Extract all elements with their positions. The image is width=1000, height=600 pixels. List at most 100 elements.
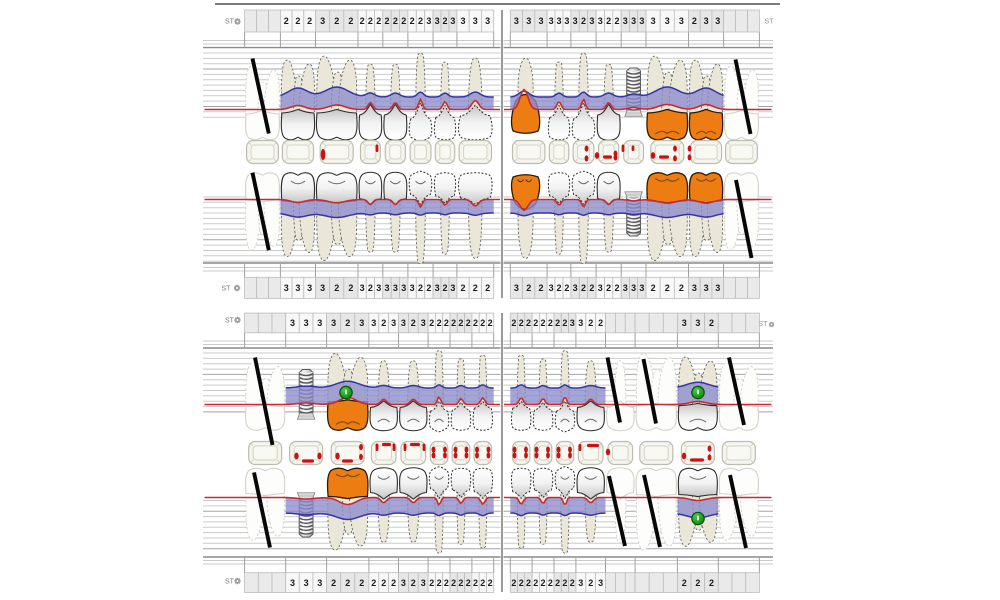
svg-text:3: 3 (639, 283, 644, 293)
svg-text:2: 2 (488, 578, 493, 588)
svg-text:3: 3 (514, 16, 519, 26)
svg-text:2: 2 (411, 578, 416, 588)
svg-text:2: 2 (533, 578, 538, 588)
svg-text:2: 2 (391, 578, 396, 588)
svg-text:3: 3 (485, 16, 490, 26)
svg-text:3: 3 (639, 16, 644, 26)
svg-text:3: 3 (573, 283, 578, 293)
svg-text:2: 2 (598, 318, 603, 328)
svg-text:3: 3 (435, 283, 440, 293)
svg-text:2: 2 (418, 16, 423, 26)
svg-text:3: 3 (421, 318, 426, 328)
svg-text:2: 2 (581, 16, 586, 26)
svg-text:2: 2 (418, 283, 423, 293)
svg-text:3: 3 (578, 578, 583, 588)
svg-text:2: 2 (410, 16, 415, 26)
svg-text:2: 2 (348, 283, 353, 293)
svg-text:2: 2 (401, 16, 406, 26)
svg-text:2: 2 (485, 283, 490, 293)
svg-text:3: 3 (570, 318, 575, 328)
svg-text:2: 2 (473, 318, 478, 328)
svg-text:3: 3 (435, 16, 440, 26)
svg-text:2: 2 (665, 283, 670, 293)
svg-text:2: 2 (451, 578, 456, 588)
svg-text:3: 3 (623, 283, 628, 293)
svg-text:3: 3 (295, 283, 300, 293)
svg-text:2: 2 (526, 578, 531, 588)
svg-text:2: 2 (307, 16, 312, 26)
svg-text:ST: ST (225, 19, 235, 26)
svg-text:2: 2 (284, 16, 289, 26)
svg-text:3: 3 (598, 283, 603, 293)
svg-text:2: 2 (381, 578, 386, 588)
svg-text:3: 3 (393, 283, 398, 293)
svg-text:3: 3 (359, 318, 364, 328)
svg-text:3: 3 (704, 16, 709, 26)
svg-text:2: 2 (444, 578, 449, 588)
svg-text:2: 2 (526, 283, 531, 293)
svg-text:2: 2 (442, 16, 447, 26)
svg-text:2: 2 (473, 578, 478, 588)
svg-text:2: 2 (562, 318, 567, 328)
svg-text:3: 3 (401, 318, 406, 328)
svg-text:3: 3 (651, 16, 656, 26)
svg-text:3: 3 (331, 318, 336, 328)
svg-text:2: 2 (519, 578, 524, 588)
svg-text:3: 3 (304, 318, 309, 328)
svg-text:3: 3 (384, 283, 389, 293)
svg-text:3: 3 (679, 16, 684, 26)
svg-text:3: 3 (514, 283, 519, 293)
svg-text:3: 3 (304, 578, 309, 588)
svg-text:2: 2 (709, 318, 714, 328)
svg-text:2: 2 (614, 283, 619, 293)
svg-text:2: 2 (488, 318, 493, 328)
svg-text:ST: ST (225, 318, 235, 325)
svg-text:2: 2 (460, 283, 465, 293)
svg-text:3: 3 (290, 318, 295, 328)
svg-text:2: 2 (533, 318, 538, 328)
svg-text:2: 2 (473, 283, 478, 293)
svg-text:2: 2 (458, 318, 463, 328)
svg-text:3: 3 (598, 16, 603, 26)
svg-text:3: 3 (473, 16, 478, 26)
svg-text:2: 2 (466, 578, 471, 588)
svg-text:3: 3 (578, 318, 583, 328)
svg-text:ST: ST (225, 579, 235, 586)
svg-text:2: 2 (606, 283, 611, 293)
svg-text:3: 3 (376, 283, 381, 293)
svg-text:2: 2 (540, 578, 545, 588)
svg-text:3: 3 (317, 578, 322, 588)
svg-text:2: 2 (548, 318, 553, 328)
svg-text:2: 2 (480, 318, 485, 328)
svg-text:3: 3 (450, 283, 455, 293)
svg-text:3: 3 (401, 283, 406, 293)
svg-text:2: 2 (511, 318, 516, 328)
svg-text:3: 3 (715, 16, 720, 26)
svg-text:2: 2 (564, 283, 569, 293)
svg-text:2: 2 (345, 578, 350, 588)
svg-text:2: 2 (437, 318, 442, 328)
svg-text:2: 2 (651, 283, 656, 293)
svg-text:2: 2 (588, 578, 593, 588)
svg-text:2: 2 (359, 578, 364, 588)
svg-text:2: 2 (588, 318, 593, 328)
svg-text:2: 2 (376, 16, 381, 26)
svg-text:2: 2 (538, 283, 543, 293)
svg-text:2: 2 (451, 318, 456, 328)
svg-text:2: 2 (442, 283, 447, 293)
svg-text:3: 3 (564, 16, 569, 26)
svg-text:2: 2 (570, 578, 575, 588)
svg-text:2: 2 (368, 283, 373, 293)
svg-text:2: 2 (411, 318, 416, 328)
svg-text:2: 2 (679, 283, 684, 293)
svg-text:3: 3 (573, 16, 578, 26)
svg-text:3: 3 (589, 16, 594, 26)
svg-text:2: 2 (614, 16, 619, 26)
svg-text:3: 3 (631, 16, 636, 26)
svg-text:2: 2 (334, 283, 339, 293)
svg-text:2: 2 (444, 318, 449, 328)
svg-text:3: 3 (421, 578, 426, 588)
svg-text:2: 2 (480, 578, 485, 588)
svg-text:3: 3 (391, 318, 396, 328)
svg-text:2: 2 (606, 16, 611, 26)
